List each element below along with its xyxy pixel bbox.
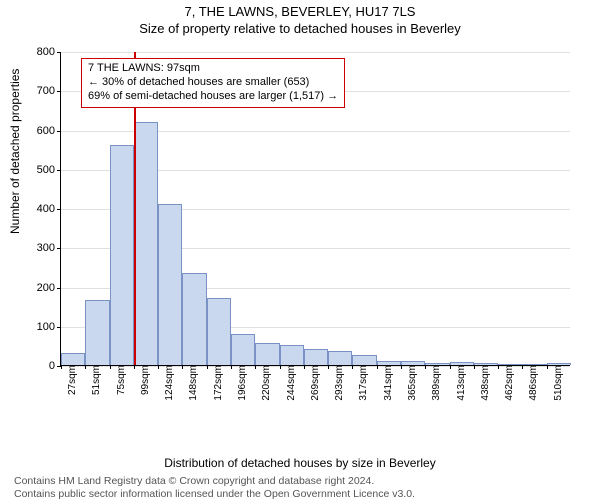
annotation-line2: ← 30% of detached houses are smaller (65… [88,76,338,90]
ytick-label: 600 [37,125,61,137]
ytick-label: 100 [37,321,61,333]
histogram-bar [134,122,158,365]
xtick-label: 365sqm [403,365,418,401]
xtick-label: 438sqm [476,365,491,401]
histogram-bar [328,351,352,365]
xtick [280,365,281,369]
xtick [547,365,548,369]
xtick-label: 172sqm [209,365,224,401]
xtick-label: 293sqm [330,365,345,401]
y-axis-label: Number of detached properties [8,69,22,234]
histogram-bar [231,334,255,365]
page-subtitle: Size of property relative to detached ho… [0,21,600,36]
xtick [207,365,208,369]
ytick-label: 700 [37,85,61,97]
annotation-line1: 7 THE LAWNS: 97sqm [88,62,338,76]
histogram-bar [255,343,279,365]
histogram-bar [352,355,376,365]
histogram-bar [182,273,206,365]
annotation-box: 7 THE LAWNS: 97sqm← 30% of detached hous… [81,58,345,108]
x-axis-label: Distribution of detached houses by size … [0,456,600,470]
xtick [158,365,159,369]
xtick-label: 317sqm [354,365,369,401]
xtick-label: 486sqm [524,365,539,401]
plot: 010020030040050060070080027sqm51sqm75sqm… [60,52,570,366]
chart-container: 010020030040050060070080027sqm51sqm75sqm… [60,52,570,422]
histogram-bar [304,349,328,365]
xtick-label: 510sqm [549,365,564,401]
xtick [61,365,62,369]
xtick-label: 341sqm [379,365,394,401]
page-title: 7, THE LAWNS, BEVERLEY, HU17 7LS [0,4,600,19]
xtick-label: 269sqm [306,365,321,401]
title-block: 7, THE LAWNS, BEVERLEY, HU17 7LS Size of… [0,4,600,36]
xtick-label: 244sqm [282,365,297,401]
xtick-label: 413sqm [452,365,467,401]
xtick-label: 220sqm [257,365,272,401]
xtick-label: 124sqm [160,365,175,401]
xtick [450,365,451,369]
histogram-bar [110,145,134,365]
ytick-label: 400 [37,203,61,215]
xtick [110,365,111,369]
xtick [328,365,329,369]
xtick-label: 99sqm [136,365,151,395]
ytick-label: 500 [37,164,61,176]
ytick-label: 200 [37,282,61,294]
xtick-label: 462sqm [500,365,515,401]
histogram-bar [280,345,304,365]
ytick-label: 0 [49,360,61,372]
plot-area: 010020030040050060070080027sqm51sqm75sqm… [60,52,570,366]
copyright-text: Contains HM Land Registry data © Crown c… [14,475,415,502]
histogram-bar [61,353,85,365]
xtick-label: 75sqm [112,365,127,395]
xtick [498,365,499,369]
ytick-label: 300 [37,242,61,254]
xtick [401,365,402,369]
annotation-line3: 69% of semi-detached houses are larger (… [88,90,338,104]
histogram-bar [85,300,109,365]
copyright-line1: Contains HM Land Registry data © Crown c… [14,475,415,489]
histogram-bar [207,298,231,365]
ytick-label: 800 [37,46,61,58]
xtick [377,365,378,369]
xtick [304,365,305,369]
xtick [231,365,232,369]
xtick-label: 27sqm [63,365,78,395]
histogram-bar [158,204,182,365]
xtick-label: 51sqm [87,365,102,395]
xtick-label: 148sqm [184,365,199,401]
xtick [134,365,135,369]
xtick-label: 196sqm [233,365,248,401]
xtick [474,365,475,369]
gridline [61,52,570,53]
xtick-label: 389sqm [427,365,442,401]
